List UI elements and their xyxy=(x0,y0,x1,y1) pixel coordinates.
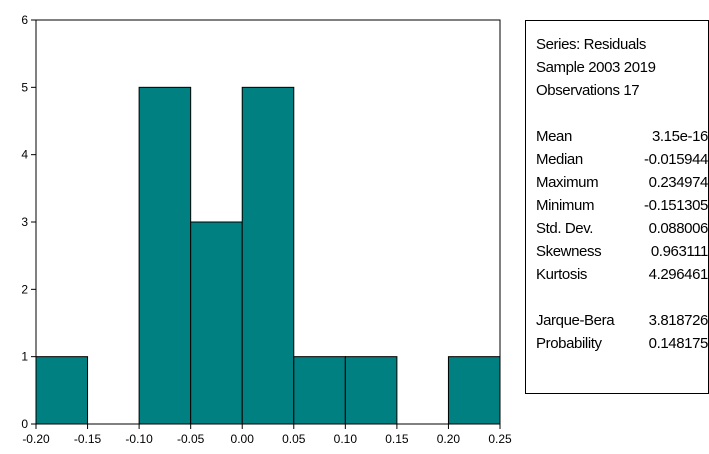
histogram-bar xyxy=(293,356,346,425)
x-tick-label: 0.05 xyxy=(282,432,306,446)
series-name: Series: Residuals xyxy=(536,36,646,53)
histogram-bar xyxy=(35,356,89,425)
stat-label: Std. Dev. xyxy=(536,220,593,237)
stat-row-maximum: Maximum 0.234974 xyxy=(536,171,708,194)
stat-label: Minimum xyxy=(536,197,595,214)
x-tick-label: 0.15 xyxy=(385,432,409,446)
stat-row-skewness: Skewness 0.963111 xyxy=(536,240,708,263)
x-tick-label: 0.20 xyxy=(437,432,461,446)
residuals-histogram: 0 1 2 3 4 5 6 -0.20 -0.15 -0.10 -0.05 0.00 0.05 0.10 0… xyxy=(21,13,512,446)
histogram-bar xyxy=(138,86,192,425)
y-tick-label: 1 xyxy=(21,350,28,364)
stat-row-median: Median -0.015944 xyxy=(536,148,708,171)
stat-label: Median xyxy=(536,151,583,168)
stat-row-kurtosis: Kurtosis 4.296461 xyxy=(536,263,708,286)
sample-range: Sample 2003 2019 xyxy=(536,59,656,76)
stat-row-mean: Mean 3.15e-16 xyxy=(536,125,708,148)
x-tick-label: -0.20 xyxy=(22,432,50,446)
y-tick-label: 4 xyxy=(21,148,28,162)
stat-label: Maximum xyxy=(536,174,599,191)
stat-label: Mean xyxy=(536,128,572,145)
histogram-bar xyxy=(241,86,295,425)
y-tick-label: 5 xyxy=(21,80,28,94)
histogram-bar xyxy=(447,356,501,425)
x-tick-label: 0.25 xyxy=(488,432,512,446)
descriptive-statistics-panel: Series: Residuals Sample 2003 2019 Obser… xyxy=(525,20,709,394)
stat-value: -0.015944 xyxy=(644,151,708,168)
x-tick-label: 0.00 xyxy=(231,432,255,446)
stat-value: 0.963111 xyxy=(650,243,709,260)
x-tick-label: -0.15 xyxy=(74,432,102,446)
stat-label: Kurtosis xyxy=(536,266,587,283)
histogram-bar xyxy=(344,356,398,425)
stat-value: 3.15e-16 xyxy=(651,128,708,145)
stat-value: 3.818726 xyxy=(648,312,709,329)
stat-value: -0.151305 xyxy=(644,197,708,214)
stat-row-minimum: Minimum -0.151305 xyxy=(536,194,708,217)
stat-label: Skewness xyxy=(536,243,602,260)
y-tick-label: 3 xyxy=(21,215,28,229)
stat-row-probability: Probability 0.148175 xyxy=(536,332,708,355)
histogram-bar xyxy=(190,221,243,425)
stat-value: 0.148175 xyxy=(648,335,709,352)
y-tick-label: 0 xyxy=(21,417,28,431)
y-tick-label: 2 xyxy=(21,282,28,296)
stat-label: Probability xyxy=(536,335,602,352)
stat-value: 0.234974 xyxy=(648,174,709,191)
y-tick-label: 6 xyxy=(21,13,28,27)
stat-value: 4.296461 xyxy=(648,266,709,283)
x-tick-label: -0.10 xyxy=(125,432,153,446)
stat-label: Jarque-Bera xyxy=(536,312,615,329)
x-tick-label: -0.05 xyxy=(177,432,205,446)
x-tick-label: 0.10 xyxy=(334,432,358,446)
observations-count: Observations 17 xyxy=(536,82,640,99)
stat-row-std-dev: Std. Dev. 0.088006 xyxy=(536,217,708,240)
stat-row-jarque-bera: Jarque-Bera 3.818726 xyxy=(536,309,708,332)
stat-value: 0.088006 xyxy=(648,220,709,237)
